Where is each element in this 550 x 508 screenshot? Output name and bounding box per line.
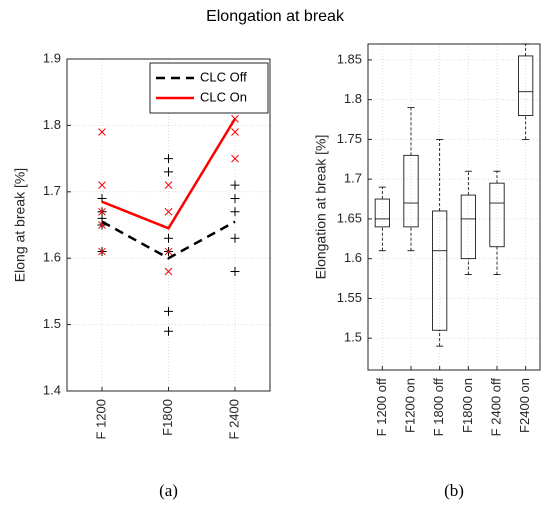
sample-marker xyxy=(98,207,106,216)
y-tick-label: 1.6 xyxy=(43,250,61,265)
box xyxy=(518,55,534,116)
y-tick-label: 1.7 xyxy=(43,183,61,198)
sample-marker xyxy=(164,306,173,316)
sample-marker xyxy=(231,154,239,163)
legend-label: CLC On xyxy=(200,89,247,104)
y-axis-label: Elongation at break [%] xyxy=(313,135,329,280)
sample-marker xyxy=(164,207,173,216)
sample-marker xyxy=(230,180,240,190)
y-tick-label: 1.4 xyxy=(43,382,61,397)
y-tick-label: 1.65 xyxy=(337,210,362,225)
caption: (a) xyxy=(159,481,178,500)
y-tick-label: 1.6 xyxy=(344,250,362,265)
y-tick-label: 1.75 xyxy=(337,131,362,146)
sample-marker xyxy=(164,154,173,164)
sample-marker xyxy=(230,266,240,276)
sample-marker xyxy=(164,167,173,177)
sample-marker xyxy=(164,267,173,276)
x-tick-label: F 1200 off xyxy=(374,378,389,437)
y-tick-label: 1.5 xyxy=(344,330,362,345)
x-tick-label: F 1200 xyxy=(93,399,108,439)
sample-marker xyxy=(164,326,173,336)
sample-marker xyxy=(164,181,173,190)
legend-label: CLC Off xyxy=(200,69,247,84)
axes-frame xyxy=(367,43,541,371)
x-tick-label: F1200 on xyxy=(402,378,417,433)
x-tick-label: F1800 xyxy=(160,399,175,436)
box xyxy=(374,198,390,228)
x-tick-label: F 1800 off xyxy=(431,378,446,437)
y-tick-label: 1.8 xyxy=(344,91,362,106)
sample-marker xyxy=(230,207,240,217)
sample-marker xyxy=(98,181,106,190)
caption: (b) xyxy=(444,481,464,500)
x-tick-label: F 2400 off xyxy=(488,378,503,437)
sample-marker xyxy=(97,193,107,203)
legend-box xyxy=(149,62,269,114)
y-tick-label: 1.5 xyxy=(43,316,61,331)
y-tick-label: 1.85 xyxy=(337,51,362,66)
sample-marker xyxy=(164,233,173,243)
sample-marker xyxy=(230,193,240,203)
y-tick-label: 1.7 xyxy=(344,171,362,186)
axes-frame xyxy=(66,58,271,392)
y-tick-label: 1.9 xyxy=(43,50,61,65)
box xyxy=(432,210,448,331)
x-tick-label: F 2400 xyxy=(226,399,241,439)
sample-marker xyxy=(164,247,173,256)
sample-marker xyxy=(231,128,239,136)
sample-marker xyxy=(98,247,106,256)
box xyxy=(489,182,505,248)
box xyxy=(403,154,419,228)
y-tick-label: 1.55 xyxy=(337,290,362,305)
sample-marker xyxy=(98,128,106,136)
x-tick-label: F2400 on xyxy=(517,378,532,433)
series-line xyxy=(101,118,237,230)
figure-title: Elongation at break xyxy=(206,8,345,25)
series-line xyxy=(101,220,236,260)
box xyxy=(460,194,476,260)
y-axis-label: Elong at break [%] xyxy=(12,168,28,282)
y-tick-label: 1.8 xyxy=(43,117,61,132)
sample-marker xyxy=(230,233,240,243)
plot-area xyxy=(368,44,540,370)
x-tick-label: F1800 on xyxy=(460,378,475,433)
